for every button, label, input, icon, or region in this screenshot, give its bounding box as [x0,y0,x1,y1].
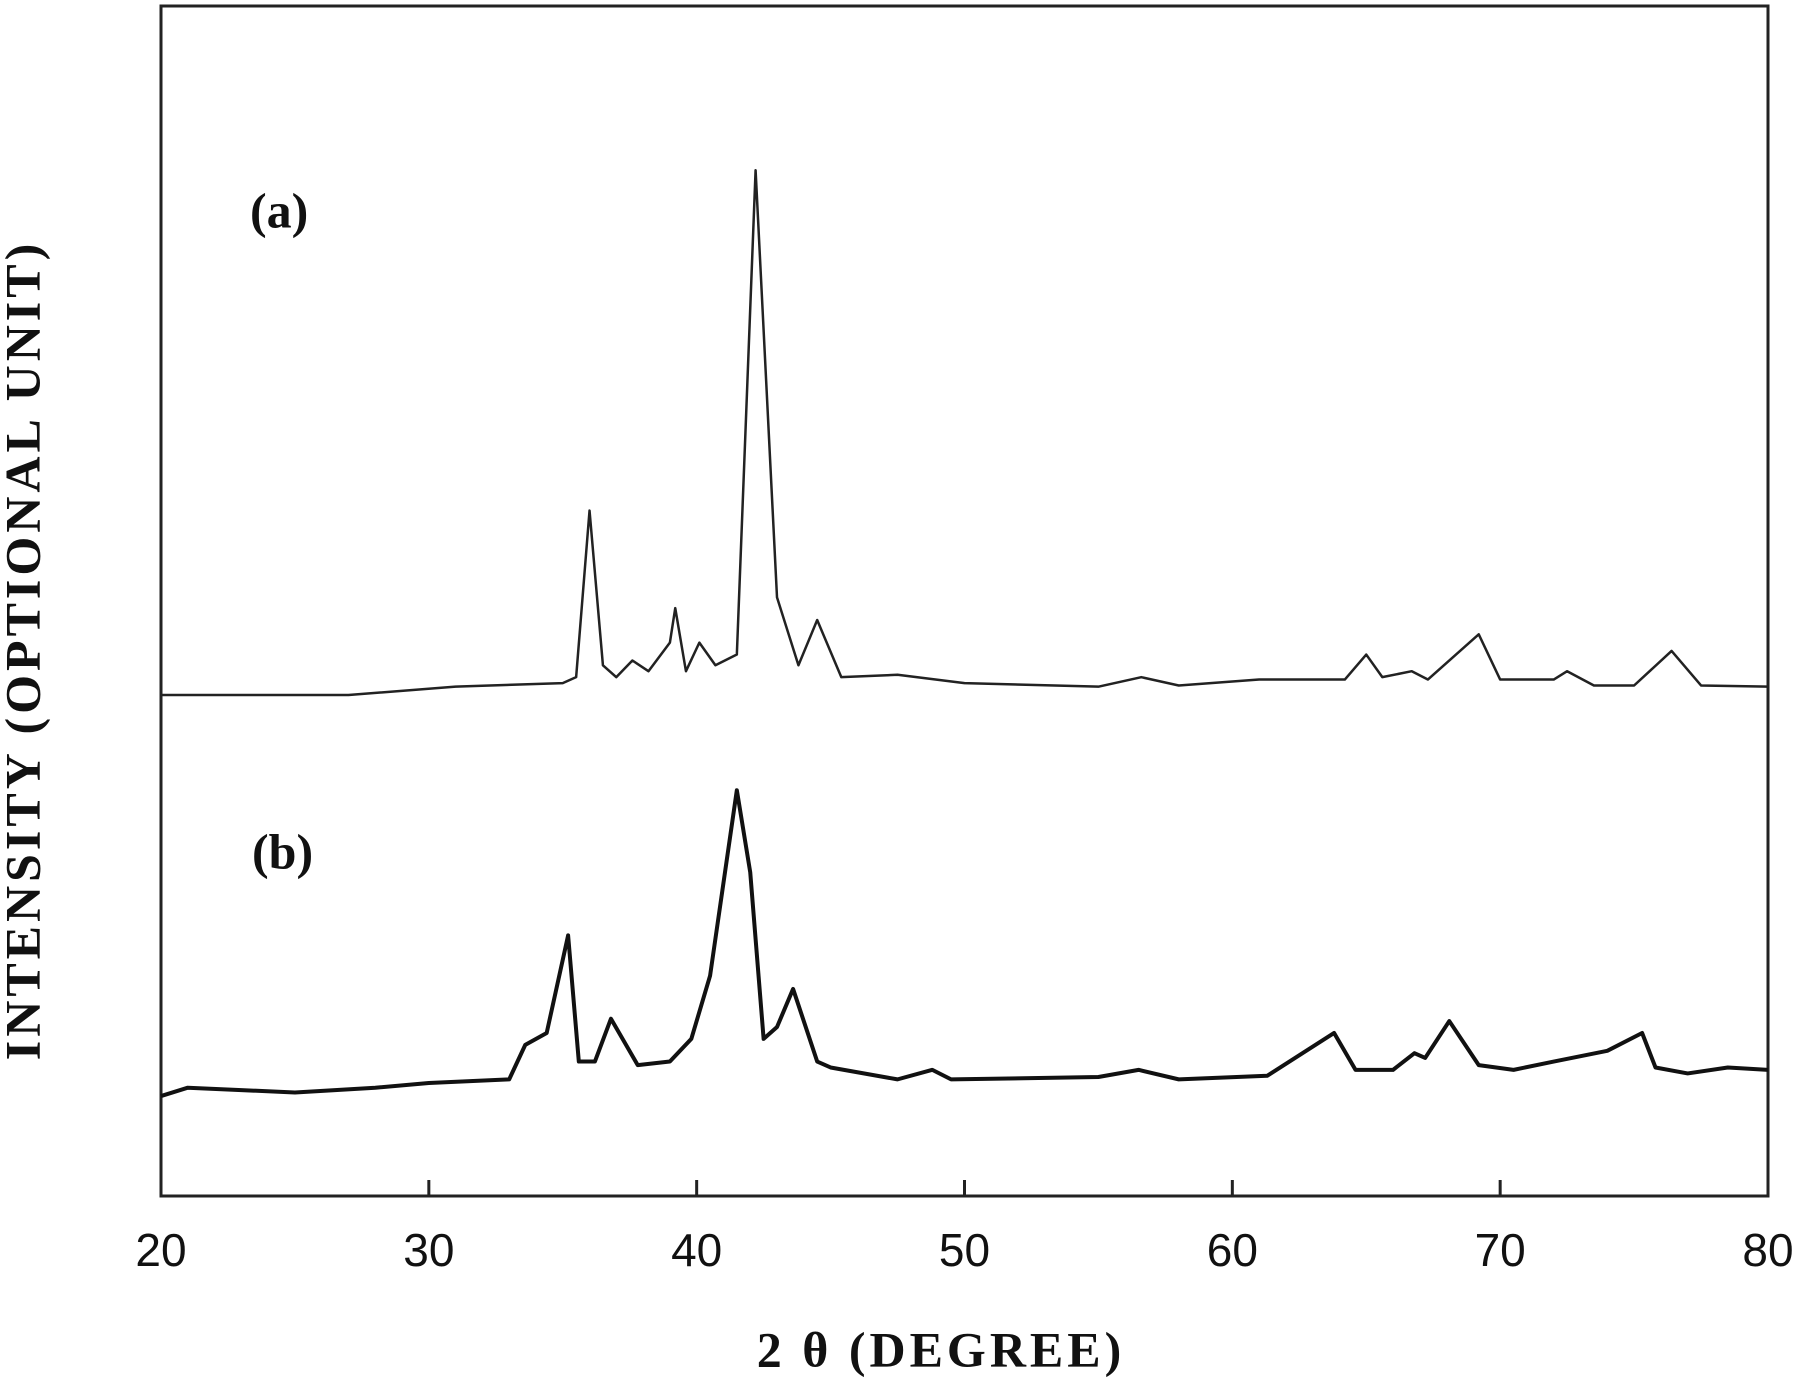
x-tick-label: 80 [1742,1224,1793,1276]
plot-frame [159,4,1770,1198]
x-axis-title: 2 θ (DEGREE) [757,1321,1126,1377]
series-label: (a) [250,182,308,238]
x-tick-label: 50 [939,1224,990,1276]
x-tick-label: 70 [1475,1224,1526,1276]
y-axis-title: INTENSITY (OPTIONAL UNIT) [0,240,50,1061]
series-line [161,168,1769,697]
x-tick-label: 60 [1207,1224,1258,1276]
series-label: (b) [252,823,313,879]
x-tick-label: 40 [671,1224,722,1276]
x-tick-label: 30 [403,1224,454,1276]
series-line [160,788,1769,1098]
x-tick-label: 20 [135,1224,186,1276]
